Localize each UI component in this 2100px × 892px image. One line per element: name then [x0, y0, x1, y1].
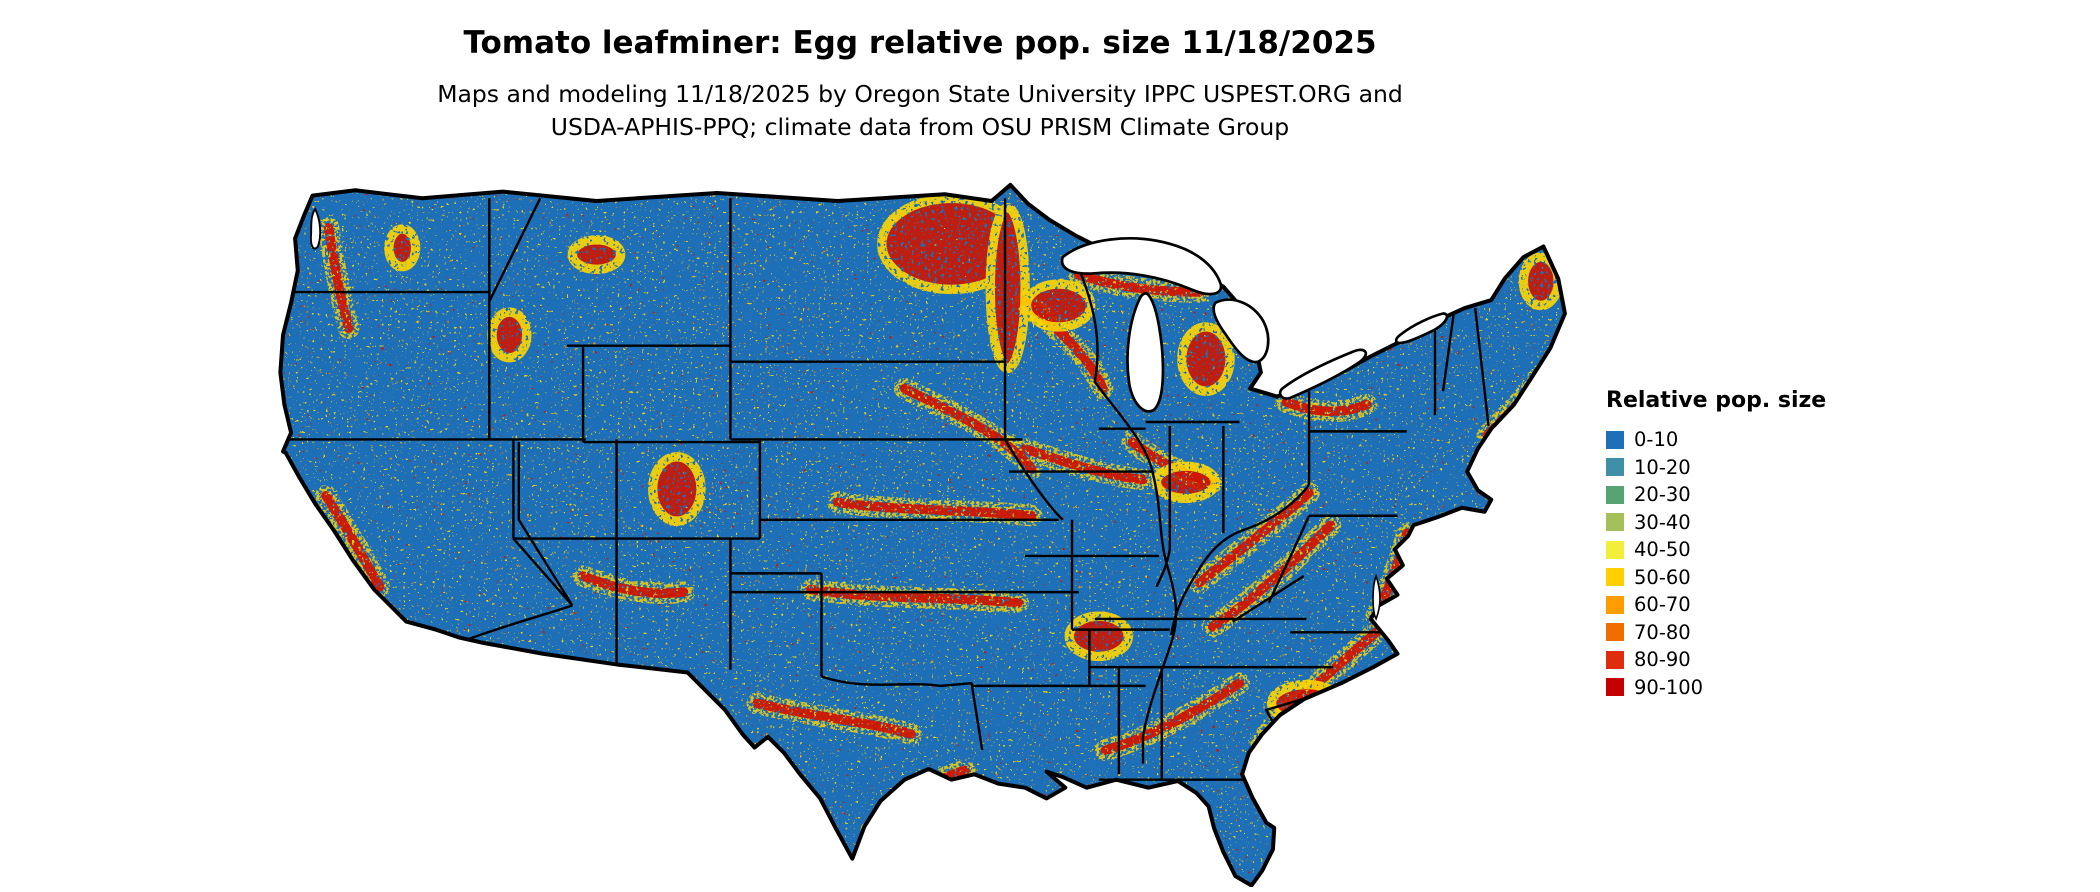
legend-label: 80-90	[1634, 648, 1691, 672]
legend-label: 50-60	[1634, 565, 1691, 589]
legend-label: 90-100	[1634, 675, 1704, 699]
legend-label: 0-10	[1634, 428, 1679, 452]
legend-swatch	[1606, 430, 1624, 449]
legend-label: 70-80	[1634, 620, 1691, 644]
map-raster-layers	[280, 184, 1565, 886]
legend-swatch	[1606, 513, 1624, 532]
legend-item: 70-80	[1606, 619, 1826, 647]
lake-huron	[1212, 298, 1270, 364]
puget-sound	[309, 207, 322, 250]
legend-swatch	[1606, 568, 1624, 587]
chesapeake-bay	[1372, 573, 1381, 621]
header: Tomato leafminer: Egg relative pop. size…	[0, 0, 1840, 144]
lake-michigan	[1126, 292, 1165, 413]
legend: Relative pop. size 0-10 10-20 20-30 30-4…	[1606, 388, 1826, 701]
subtitle-line-1: Maps and modeling 11/18/2025 by Oregon S…	[437, 80, 1403, 108]
legend-label: 60-70	[1634, 593, 1691, 617]
state-borders	[280, 197, 1490, 781]
legend-label: 40-50	[1634, 538, 1691, 562]
lake-ontario	[1394, 312, 1449, 345]
legend-item: 10-20	[1606, 454, 1826, 482]
subtitle-line-2: USDA-APHIS-PPQ; climate data from OSU PR…	[550, 113, 1290, 141]
legend-label: 20-30	[1634, 483, 1691, 507]
legend-label: 30-40	[1634, 510, 1691, 534]
legend-swatch	[1606, 485, 1624, 504]
legend-item: 60-70	[1606, 591, 1826, 619]
lake-superior	[1060, 237, 1223, 296]
legend-swatch	[1606, 650, 1624, 669]
great-lakes	[309, 207, 1449, 621]
legend-item: 80-90	[1606, 646, 1826, 674]
legend-swatch	[1606, 595, 1624, 614]
legend-swatch	[1606, 458, 1624, 477]
us-population-map	[275, 174, 1581, 887]
legend-swatch	[1606, 678, 1624, 697]
legend-item: 40-50	[1606, 536, 1826, 564]
page-title: Tomato leafminer: Egg relative pop. size…	[463, 25, 1377, 61]
legend-item: 30-40	[1606, 509, 1826, 537]
legend-title: Relative pop. size	[1606, 388, 1827, 413]
lake-erie	[1278, 348, 1368, 400]
legend-item: 0-10	[1606, 426, 1826, 454]
legend-item: 50-60	[1606, 564, 1826, 592]
legend-item: 90-100	[1606, 674, 1826, 702]
legend-label: 10-20	[1634, 455, 1691, 479]
legend-item: 20-30	[1606, 481, 1826, 509]
legend-swatch	[1606, 623, 1624, 642]
legend-swatch	[1606, 540, 1624, 559]
